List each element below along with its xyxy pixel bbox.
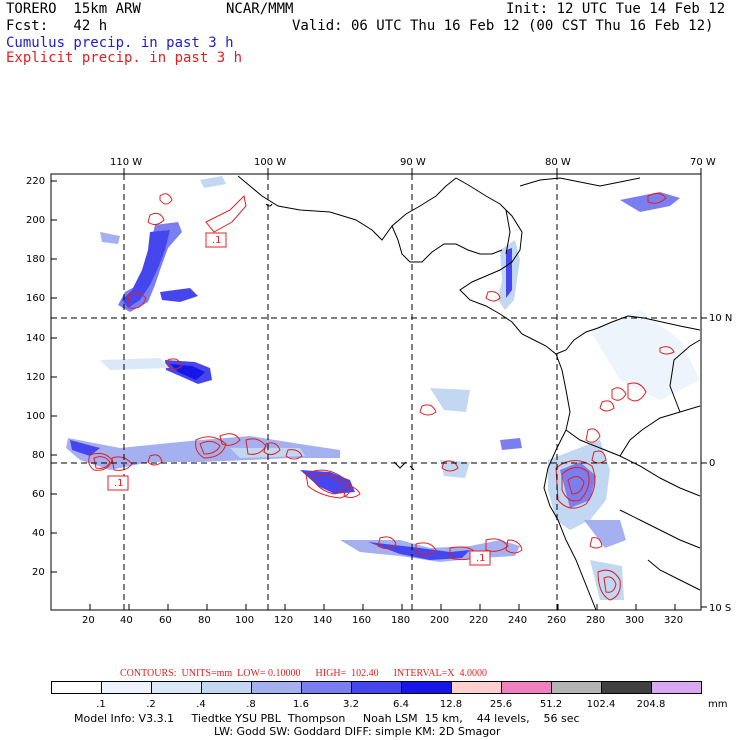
map-frame [50, 173, 702, 611]
x-tick-label: 320 [664, 615, 684, 626]
colorbar-label: 3.2 [343, 699, 359, 710]
lat-label-0: 0 [709, 458, 716, 469]
lon-label-70w: 70 W [690, 157, 716, 168]
y-tick-label: 220 [26, 176, 46, 187]
colorbar-swatch [651, 681, 702, 694]
y-tick-label: 120 [26, 372, 46, 383]
x-tick-label: 120 [274, 615, 294, 626]
x-tick-label: 80 [198, 615, 211, 626]
x-tick-label: 220 [469, 615, 489, 626]
grid-lines [51, 174, 701, 610]
colorbar-label: .4 [196, 699, 206, 710]
model-info-line2: LW: Godd SW: Goddard DIFF: simple KM: 2D… [214, 725, 501, 738]
y-tick-label: 100 [26, 411, 46, 422]
x-tick-label: 240 [508, 615, 528, 626]
lon-label-100w: 100 W [254, 157, 287, 168]
x-tick-label: 140 [313, 615, 333, 626]
colorbar-label: 25.6 [489, 699, 513, 710]
contour-box-label: .1 [212, 235, 222, 246]
y-tick-label: 40 [32, 528, 45, 539]
y-tick-label: 160 [26, 293, 46, 304]
y-tick-label: 80 [32, 450, 45, 461]
cumulus-precip-areas [66, 176, 700, 600]
contours-info: CONTOURS: UNITS=mm LOW= 0.10000 HIGH= 10… [120, 668, 487, 679]
colorbar-swatch [301, 681, 352, 694]
y-tick-label: 20 [32, 567, 45, 578]
init-time: Init: 12 UTC Tue 14 Feb 12 [506, 1, 726, 17]
lon-label-110w: 110 W [110, 157, 143, 168]
colorbar-swatch [51, 681, 102, 694]
y-tick-label: 200 [26, 215, 46, 226]
y-tick-label: 60 [32, 489, 45, 500]
x-tick-label: 20 [82, 615, 95, 626]
y-tick-label: 140 [26, 333, 46, 344]
x-tick-label: 100 [235, 615, 255, 626]
explicit-precip-contours [88, 192, 675, 601]
colorbar-label: 102.4 [586, 699, 616, 710]
forecast-hour: Fcst: 42 h [6, 18, 108, 34]
lon-label-80w: 80 W [545, 157, 571, 168]
cumulus-legend-label: Cumulus precip. in past 3 h [6, 35, 234, 51]
colorbar-swatch [601, 681, 652, 694]
colorbar-label: .1 [96, 699, 106, 710]
colorbar-label: 1.6 [293, 699, 309, 710]
colorbar-label: 12.8 [439, 699, 463, 710]
axis-ticks [51, 168, 707, 610]
colorbar-swatch [551, 681, 602, 694]
colorbar-swatch [451, 681, 502, 694]
lat-label-10n: 10 N [709, 313, 733, 324]
colorbar-label: .8 [246, 699, 256, 710]
y-tick-label: 180 [26, 254, 46, 265]
colorbar-label: .2 [146, 699, 156, 710]
explicit-legend-label: Explicit precip. in past 3 h [6, 50, 243, 66]
colorbar-label: 204.8 [636, 699, 666, 710]
colorbar-swatch [351, 681, 402, 694]
colorbar-swatch [151, 681, 202, 694]
x-tick-label: 200 [430, 615, 450, 626]
x-tick-label: 180 [391, 615, 411, 626]
colorbar-label: 51.2 [539, 699, 563, 710]
contour-box-label: .1 [114, 478, 124, 489]
colorbar-swatch [401, 681, 452, 694]
x-tick-label: 300 [625, 615, 645, 626]
x-tick-label: 280 [586, 615, 606, 626]
colorbar-swatch [101, 681, 152, 694]
colorbar-swatch [501, 681, 552, 694]
lon-label-90w: 90 W [400, 157, 426, 168]
lat-label-10s: 10 S [709, 603, 732, 614]
model-title: TORERO 15km ARW [6, 1, 141, 17]
colorbar-label: 6.4 [393, 699, 409, 710]
model-info-line1: Model Info: V3.3.1 Tiedtke YSU PBL Thomp… [74, 712, 580, 725]
label-boxes [107, 232, 491, 566]
contour-box-label: .1 [476, 553, 486, 564]
x-tick-label: 160 [352, 615, 372, 626]
x-tick-label: 40 [120, 615, 133, 626]
x-tick-label: 60 [159, 615, 172, 626]
x-tick-label: 260 [547, 615, 567, 626]
colorbar-swatch [251, 681, 302, 694]
organization: NCAR/MMM [226, 1, 294, 17]
colorbar-swatch [201, 681, 252, 694]
valid-time: Valid: 06 UTC Thu 16 Feb 12 (00 CST Thu … [292, 18, 714, 34]
colorbar-units: mm [708, 699, 728, 710]
